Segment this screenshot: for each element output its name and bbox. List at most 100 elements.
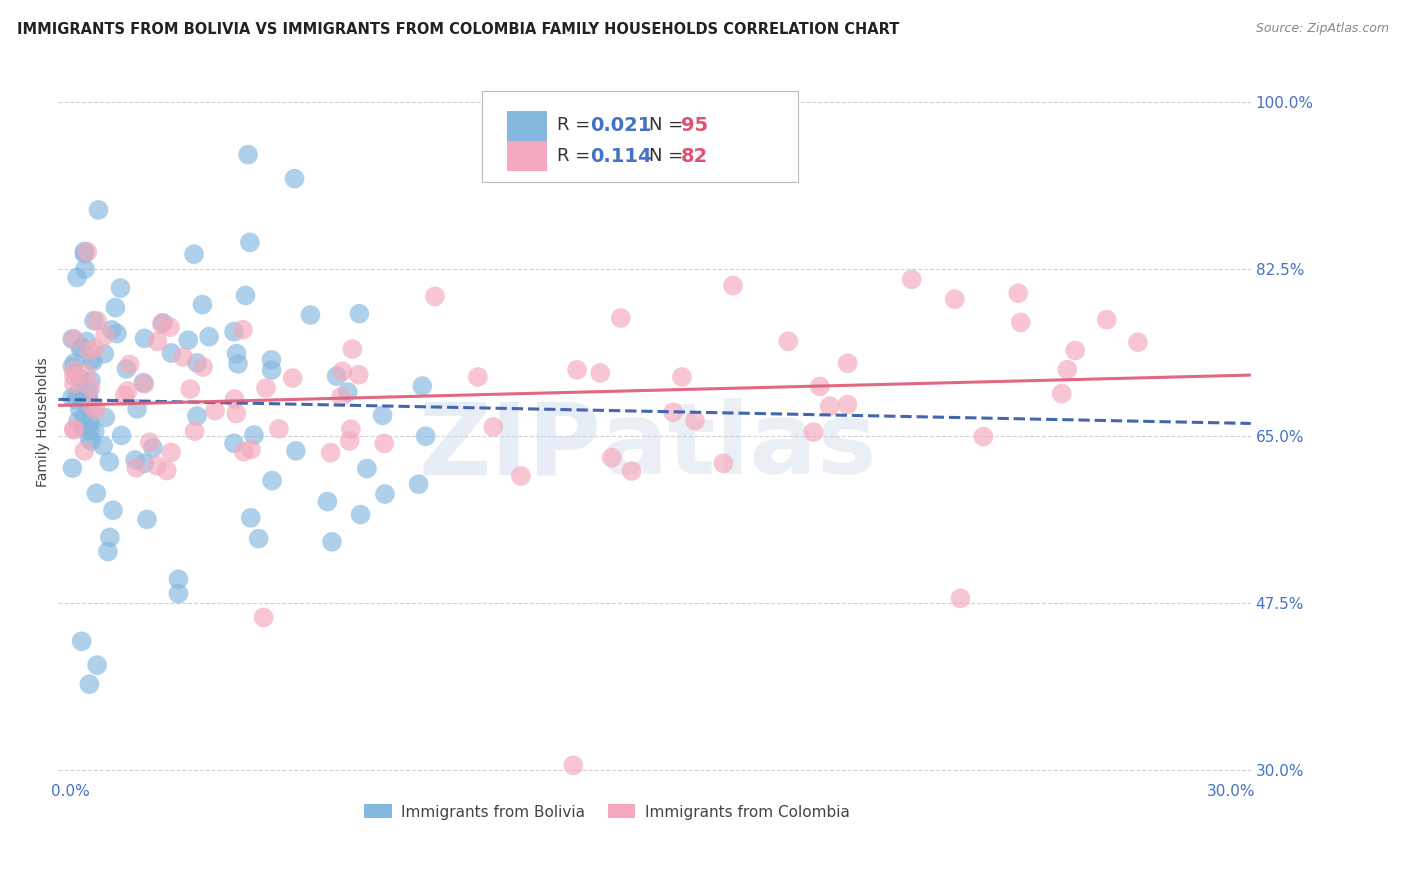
Point — [114, 389, 136, 403]
Point — [236, 147, 259, 161]
Point — [411, 379, 433, 393]
Point — [803, 425, 825, 439]
Point — [1126, 335, 1149, 350]
Point — [79, 343, 101, 358]
Text: N =: N = — [648, 116, 689, 134]
Point — [342, 342, 364, 356]
Point — [711, 456, 734, 470]
Point — [142, 441, 165, 455]
Point — [63, 423, 86, 437]
Point — [260, 352, 283, 367]
Point — [415, 429, 437, 443]
Point — [80, 352, 103, 367]
Point — [97, 544, 120, 558]
Point — [467, 370, 489, 384]
Point — [319, 445, 342, 459]
Point — [73, 244, 96, 259]
Point — [150, 317, 173, 331]
Point — [82, 354, 104, 368]
Point — [98, 455, 121, 469]
Point — [63, 363, 86, 377]
Point — [316, 494, 339, 508]
Point — [77, 401, 100, 416]
Point — [160, 346, 183, 360]
Point — [110, 428, 132, 442]
Point — [136, 512, 159, 526]
Point — [66, 270, 89, 285]
Point — [562, 758, 585, 772]
Point — [284, 443, 307, 458]
Point — [79, 423, 101, 437]
Point — [67, 414, 90, 428]
Point — [284, 171, 307, 186]
Y-axis label: Family Households: Family Households — [37, 357, 51, 487]
Point — [134, 331, 156, 345]
Point — [371, 409, 394, 423]
Point — [167, 586, 190, 600]
Point — [115, 362, 138, 376]
Point — [565, 363, 588, 377]
Point — [1050, 386, 1073, 401]
Point — [79, 416, 101, 430]
Point — [86, 486, 108, 500]
Point — [73, 409, 96, 424]
Point — [70, 340, 93, 354]
Point — [191, 298, 214, 312]
Legend: Immigrants from Bolivia, Immigrants from Colombia: Immigrants from Bolivia, Immigrants from… — [359, 798, 856, 826]
Point — [146, 458, 169, 473]
Point — [837, 398, 859, 412]
Point — [75, 367, 97, 381]
Point — [177, 333, 200, 347]
Point — [183, 247, 205, 261]
Point — [159, 320, 181, 334]
Point — [260, 363, 283, 377]
Point — [347, 368, 370, 382]
Point — [325, 369, 347, 384]
Point — [86, 314, 108, 328]
Point — [69, 402, 91, 417]
Point — [84, 402, 107, 417]
Point — [98, 530, 121, 544]
Point — [186, 356, 208, 370]
Point — [818, 399, 841, 413]
Point — [1007, 286, 1029, 301]
Point — [482, 420, 505, 434]
Point — [198, 329, 221, 343]
Point — [70, 634, 93, 648]
Point — [683, 414, 706, 428]
Point — [72, 421, 94, 435]
Point — [336, 385, 359, 400]
Point — [243, 428, 266, 442]
Text: 0.114: 0.114 — [591, 147, 652, 166]
Point — [83, 314, 105, 328]
Text: R =: R = — [557, 116, 596, 134]
Point — [281, 371, 304, 385]
Point — [167, 572, 190, 586]
Point — [79, 677, 101, 691]
Point — [330, 390, 353, 404]
Point — [83, 342, 105, 356]
Point — [662, 405, 685, 419]
Point — [110, 281, 132, 295]
Point — [239, 235, 262, 250]
Point — [235, 288, 257, 302]
Point — [252, 610, 274, 624]
Point — [232, 323, 254, 337]
Point — [374, 487, 396, 501]
Point — [721, 278, 744, 293]
Point — [262, 474, 284, 488]
Point — [1010, 315, 1032, 329]
Point — [247, 532, 270, 546]
Point — [134, 376, 156, 391]
Point — [83, 425, 105, 439]
Point — [69, 371, 91, 385]
Point — [1095, 312, 1118, 326]
Point — [124, 453, 146, 467]
Point — [356, 461, 378, 475]
Point — [339, 434, 361, 448]
Point — [77, 392, 100, 407]
Point — [183, 424, 205, 438]
Point — [509, 469, 531, 483]
Point — [232, 444, 254, 458]
Text: IMMIGRANTS FROM BOLIVIA VS IMMIGRANTS FROM COLOMBIA FAMILY HOUSEHOLDS CORRELATIO: IMMIGRANTS FROM BOLIVIA VS IMMIGRANTS FR… — [17, 22, 900, 37]
